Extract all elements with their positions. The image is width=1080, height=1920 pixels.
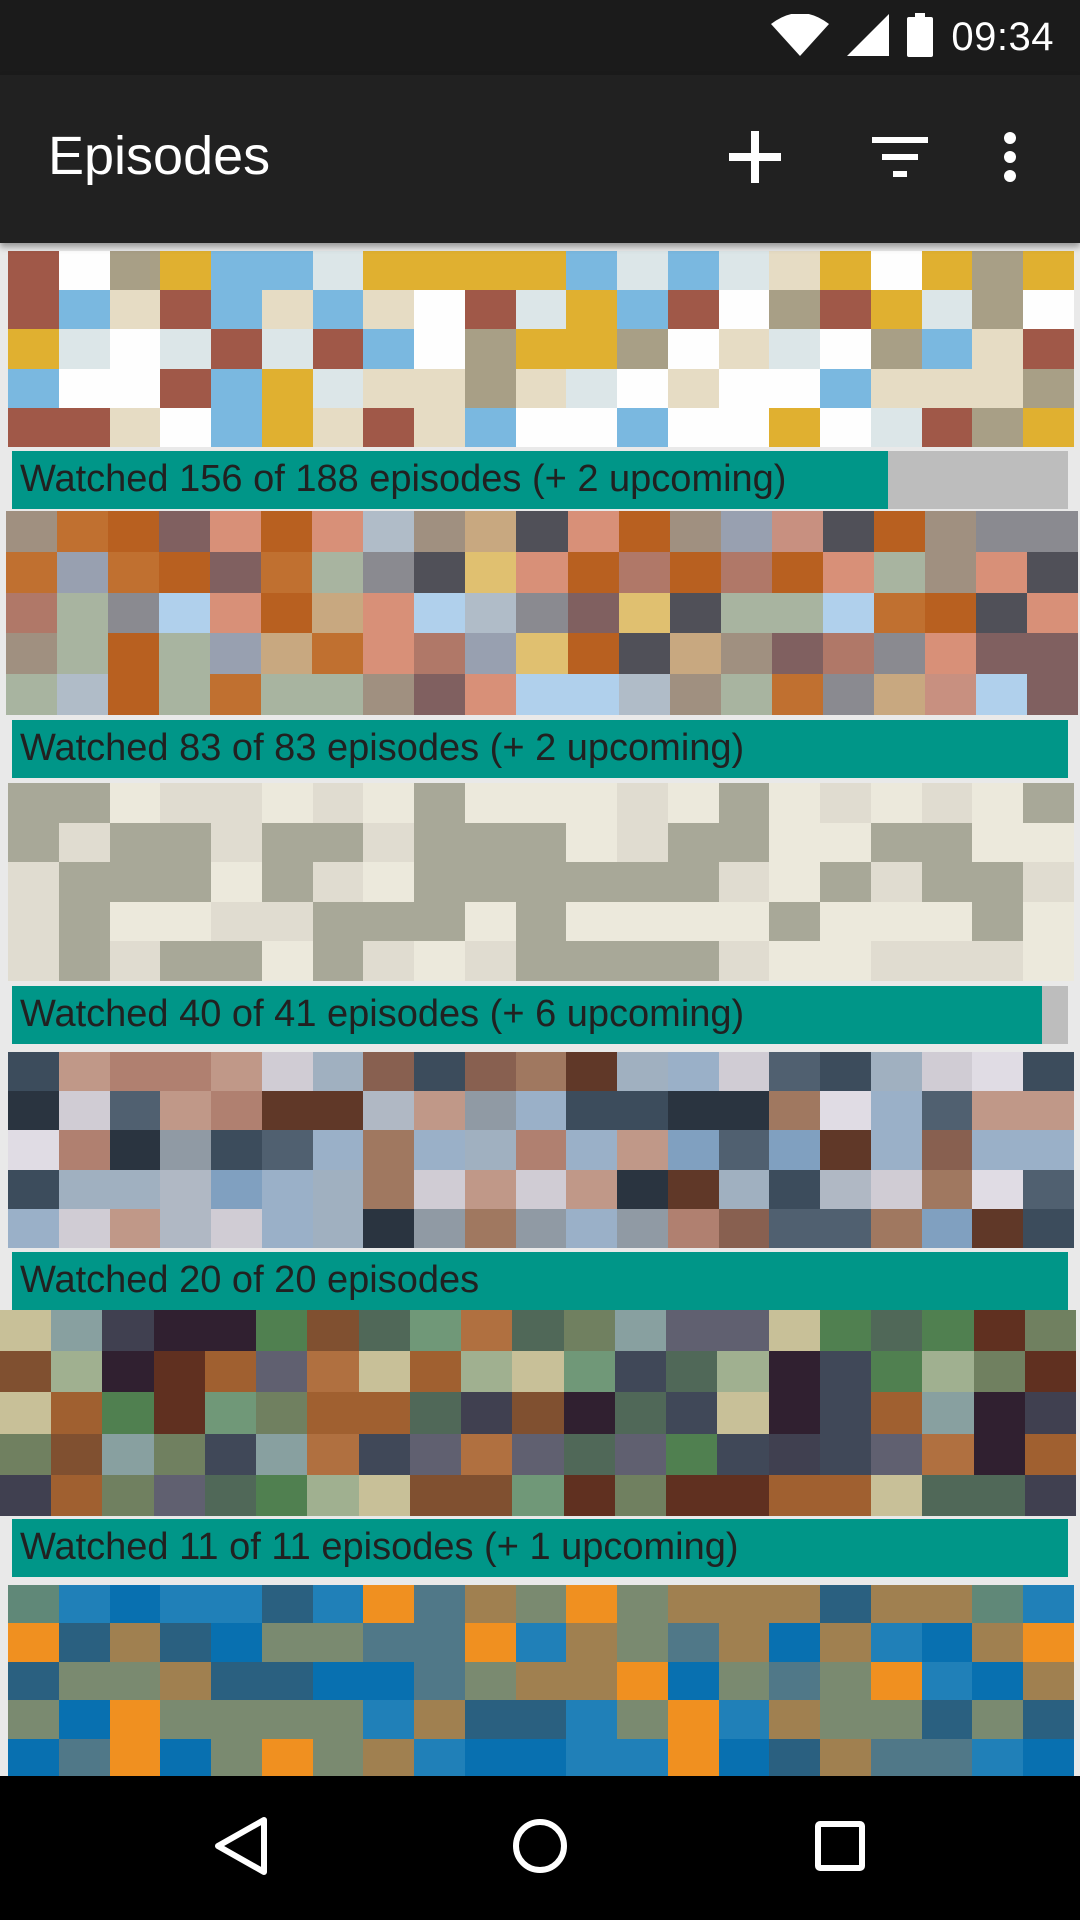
- battery-icon: [907, 13, 934, 62]
- navigation-bar: [0, 1776, 1080, 1920]
- home-icon: [512, 1818, 568, 1879]
- back-icon: [212, 1816, 268, 1881]
- recents-button[interactable]: [790, 1798, 890, 1898]
- add-button[interactable]: [705, 109, 805, 209]
- more-vert-icon: [1003, 131, 1017, 188]
- show-card[interactable]: Watched 83 of 83 episodes (+ 2 upcoming): [0, 511, 1080, 778]
- progress-fill: [12, 986, 1043, 1044]
- page-title: Episodes: [48, 126, 271, 186]
- add-icon: [729, 130, 781, 188]
- progress-label: Watched 40 of 41 episodes (+ 6 upcoming): [20, 993, 745, 1035]
- recents-icon: [814, 1820, 866, 1877]
- show-poster: [0, 1310, 1076, 1516]
- wifi-icon: [771, 13, 830, 61]
- show-list[interactable]: Watched 156 of 188 episodes (+ 2 upcomin…: [0, 243, 1080, 1776]
- show-card[interactable]: Watched 11 of 11 episodes (+ 1 upcoming): [0, 1310, 1080, 1577]
- show-card[interactable]: Watched 20 of 20 episodes: [0, 1044, 1080, 1310]
- show-poster: [8, 251, 1074, 447]
- progress-bar: Watched 20 of 20 episodes: [12, 1252, 1068, 1310]
- progress-label: Watched 11 of 11 episodes (+ 1 upcoming): [20, 1526, 739, 1568]
- progress-fill: [12, 720, 1068, 778]
- show-card[interactable]: Watched 156 of 188 episodes (+ 2 upcomin…: [0, 243, 1080, 511]
- progress-label: Watched 156 of 188 episodes (+ 2 upcomin…: [20, 458, 787, 500]
- progress-fill: [12, 1252, 1068, 1310]
- filter-button[interactable]: [850, 109, 950, 209]
- filter-icon: [872, 136, 928, 182]
- show-card[interactable]: [0, 1577, 1080, 1776]
- progress-bar: Watched 40 of 41 episodes (+ 6 upcoming): [12, 986, 1068, 1044]
- progress-bar: Watched 83 of 83 episodes (+ 2 upcoming): [12, 720, 1068, 778]
- progress-label: Watched 83 of 83 episodes (+ 2 upcoming): [20, 727, 745, 769]
- progress-bar: Watched 11 of 11 episodes (+ 1 upcoming): [12, 1519, 1068, 1577]
- home-button[interactable]: [490, 1798, 590, 1898]
- back-button[interactable]: [190, 1798, 290, 1898]
- show-poster: [8, 1052, 1074, 1248]
- app-bar: Episodes: [0, 75, 1080, 243]
- progress-bar: Watched 156 of 188 episodes (+ 2 upcomin…: [12, 451, 1068, 509]
- show-poster: [6, 511, 1078, 715]
- status-bar: 09:34: [0, 0, 1080, 75]
- progress-fill: [12, 1519, 1068, 1577]
- status-time: 09:34: [951, 15, 1054, 59]
- progress-label: Watched 20 of 20 episodes: [20, 1259, 480, 1301]
- more-options-button[interactable]: [960, 109, 1060, 209]
- show-card[interactable]: Watched 40 of 41 episodes (+ 6 upcoming): [0, 777, 1080, 1044]
- progress-fill: [12, 451, 889, 509]
- cell-signal-icon: [847, 14, 890, 61]
- show-poster: [8, 783, 1074, 981]
- show-poster: [8, 1585, 1074, 1776]
